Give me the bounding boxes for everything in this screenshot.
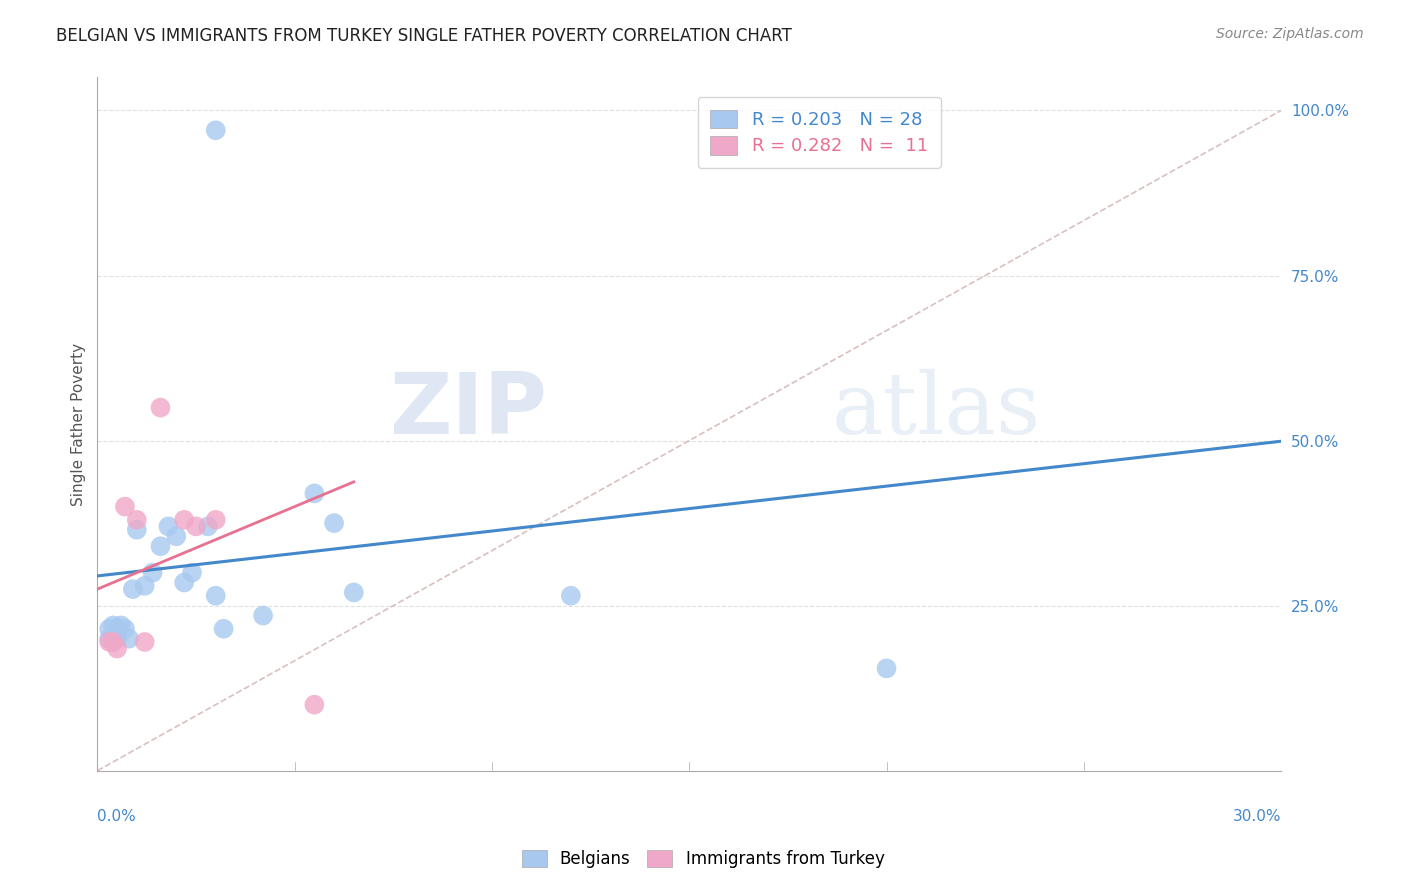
Text: BELGIAN VS IMMIGRANTS FROM TURKEY SINGLE FATHER POVERTY CORRELATION CHART: BELGIAN VS IMMIGRANTS FROM TURKEY SINGLE… (56, 27, 792, 45)
Point (105, 632, 128, 646)
Point (142, 566, 165, 580)
Point (212, 622, 235, 636)
Point (252, 608, 274, 623)
Point (125, 523, 148, 537)
Point (134, 579, 156, 593)
Point (101, 635, 124, 649)
Point (157, 519, 180, 533)
Text: 0.0%: 0.0% (97, 809, 136, 824)
Point (149, 539, 172, 553)
Point (173, 513, 195, 527)
Point (98, 632, 121, 646)
Point (110, 618, 132, 632)
Point (204, 589, 226, 603)
Y-axis label: Single Father Poverty: Single Father Poverty (72, 343, 86, 506)
Text: Source: ZipAtlas.com: Source: ZipAtlas.com (1216, 27, 1364, 41)
Point (560, 589, 582, 603)
Text: 30.0%: 30.0% (1233, 809, 1281, 824)
Text: atlas: atlas (831, 368, 1040, 451)
Point (98, 635, 121, 649)
Legend: R = 0.203   N = 28, R = 0.282   N =  11: R = 0.203 N = 28, R = 0.282 N = 11 (697, 97, 941, 168)
Point (101, 635, 124, 649)
Point (876, 661, 898, 675)
Point (149, 401, 172, 415)
Point (101, 618, 124, 632)
Point (114, 500, 136, 514)
Text: ZIP: ZIP (389, 368, 547, 451)
Point (197, 519, 219, 533)
Point (204, 123, 226, 137)
Point (118, 632, 141, 646)
Point (184, 519, 207, 533)
Point (343, 585, 366, 599)
Point (181, 566, 204, 580)
Point (105, 641, 128, 656)
Point (98, 622, 121, 636)
Point (304, 698, 326, 712)
Point (323, 516, 346, 530)
Point (121, 582, 143, 596)
Point (173, 575, 195, 590)
Point (165, 529, 187, 543)
Point (114, 622, 136, 636)
Point (125, 513, 148, 527)
Point (134, 635, 156, 649)
Point (304, 486, 326, 500)
Point (105, 622, 128, 636)
Point (204, 513, 226, 527)
Legend: Belgians, Immigrants from Turkey: Belgians, Immigrants from Turkey (515, 843, 891, 875)
